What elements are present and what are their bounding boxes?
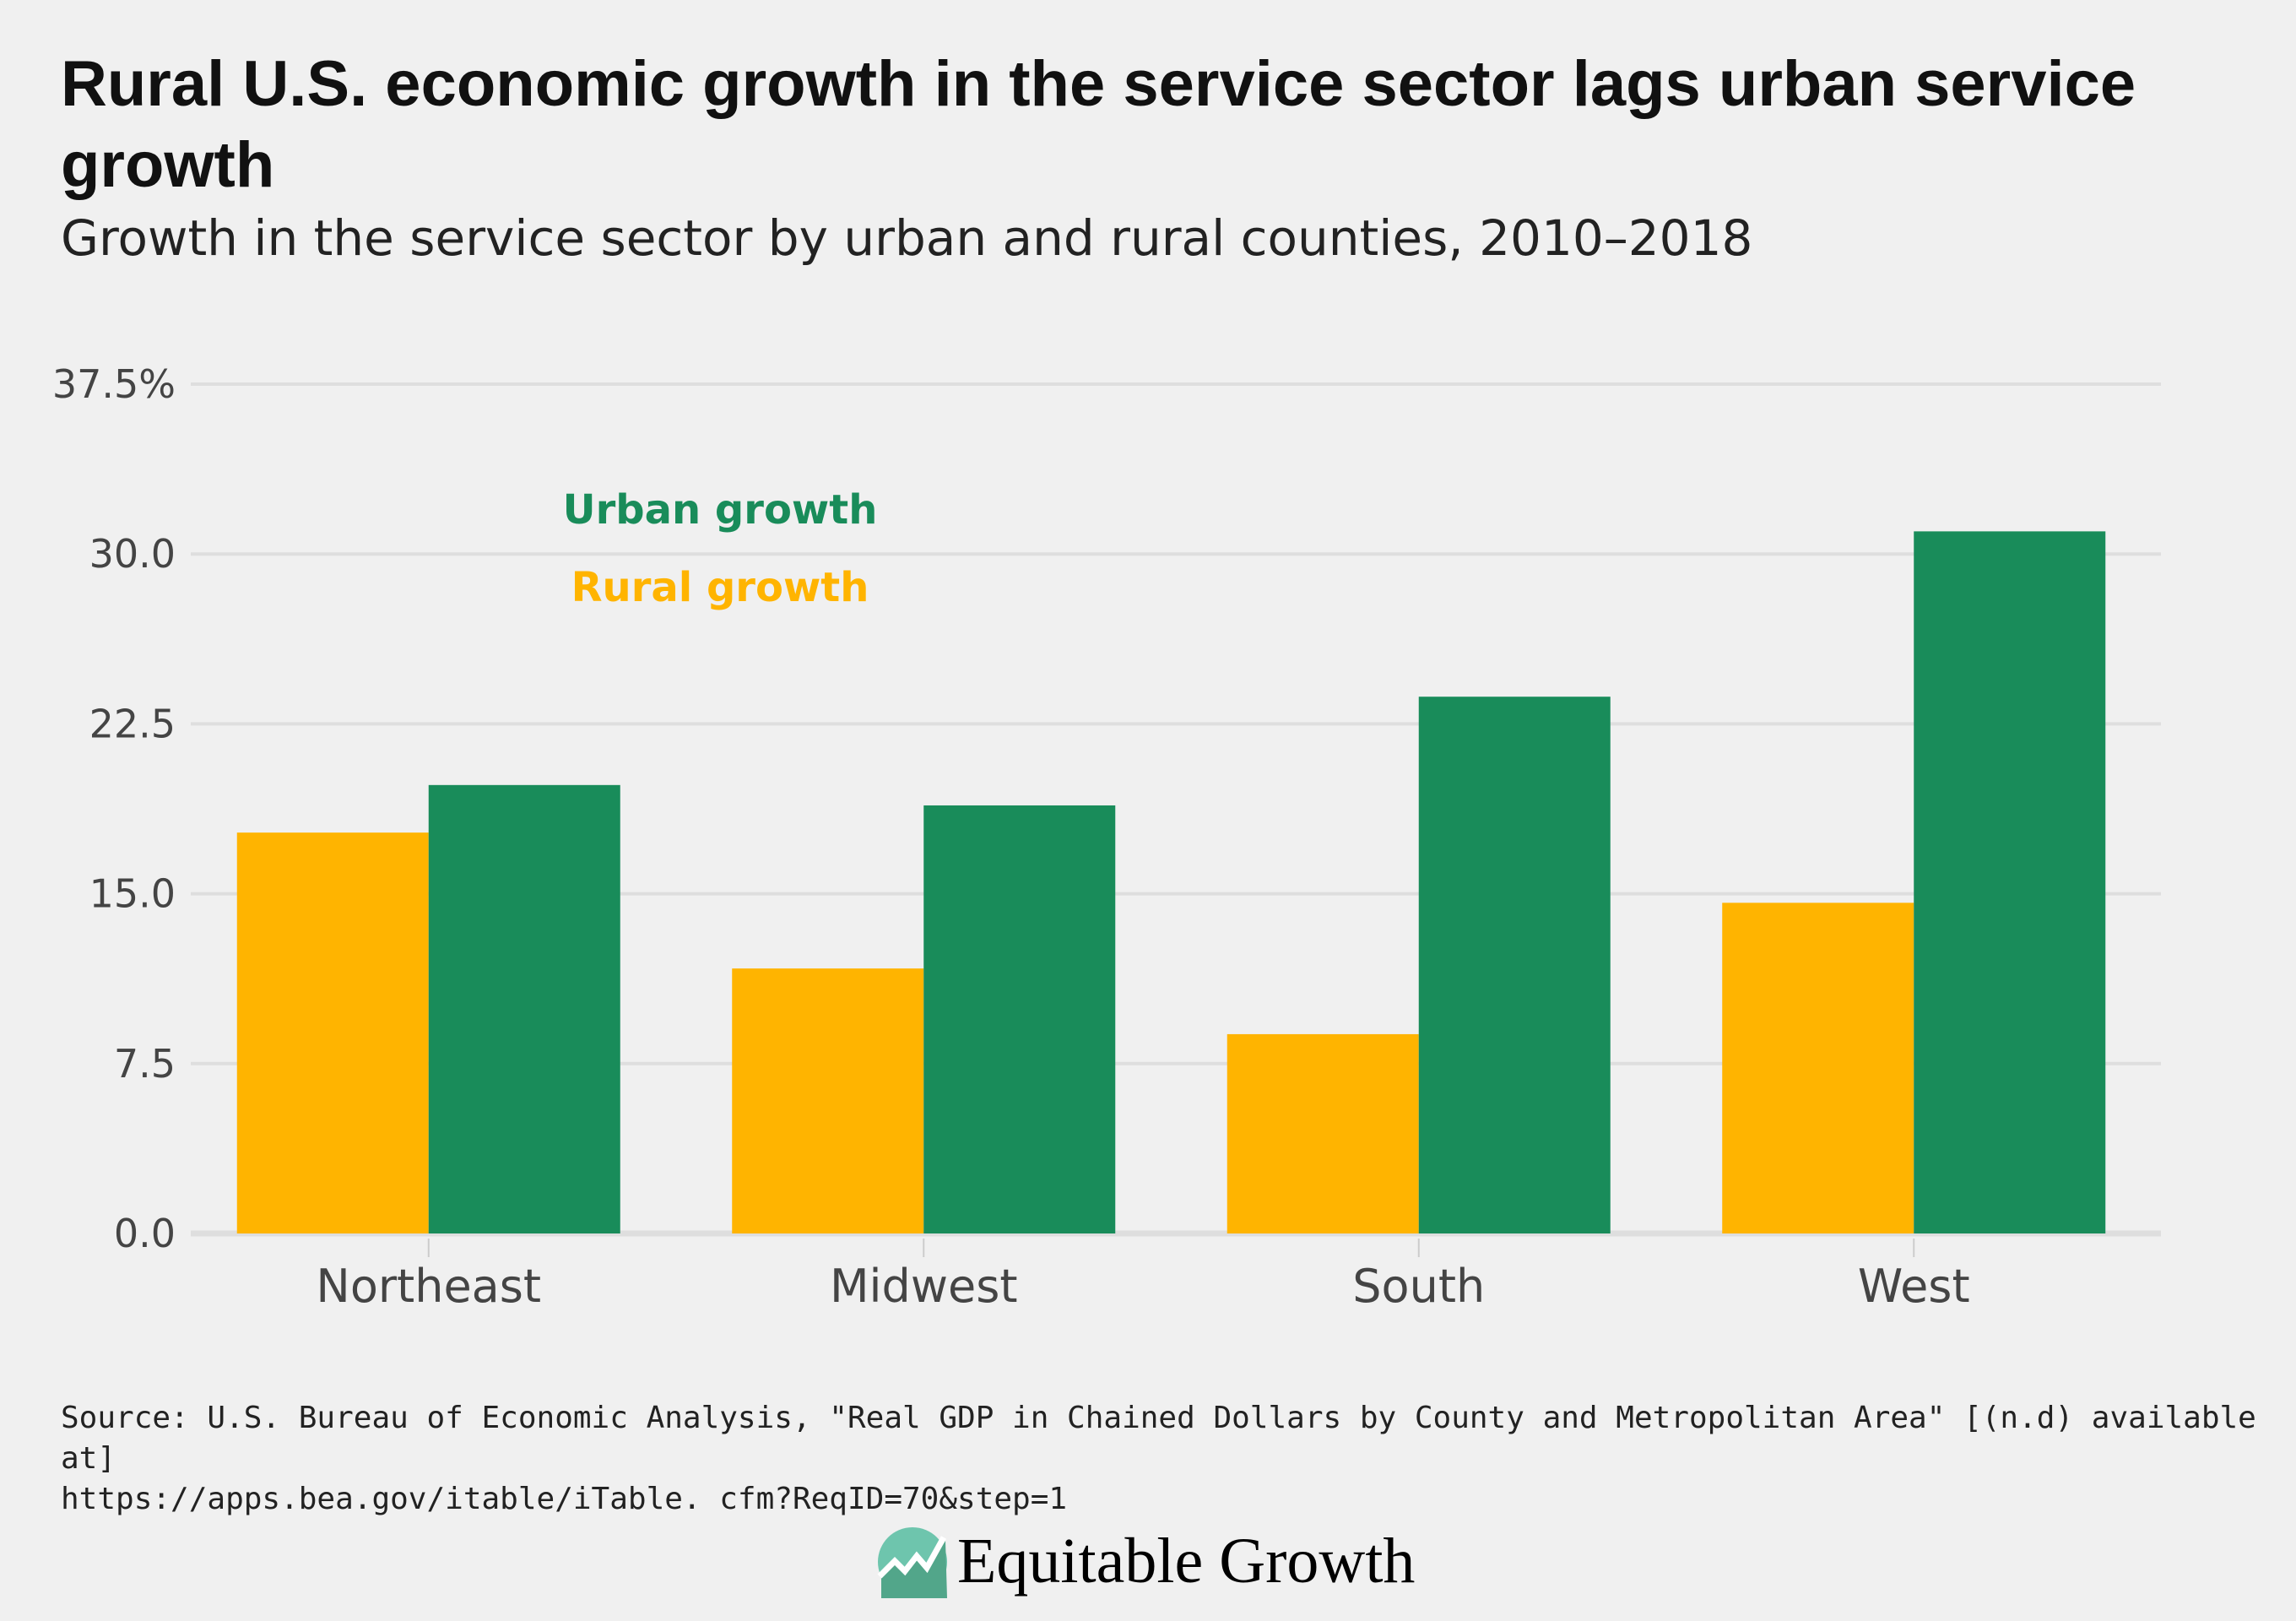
bar-urban-growth-midwest: [923, 805, 1116, 1233]
bar-rural-growth-south: [1227, 1033, 1419, 1233]
logo: Equitable Growth: [876, 1525, 1415, 1598]
growth-chart-icon: [877, 1526, 947, 1598]
y-tick-label: 37.5%: [52, 361, 176, 407]
bar-urban-growth-west: [1914, 531, 2106, 1233]
legend-rural: Rural growth: [571, 564, 869, 611]
y-tick-labels: 0.0 7.5 15.0 22.5 30.0 37.5%: [52, 361, 176, 1256]
x-tick-label: Midwest: [830, 1260, 1018, 1313]
y-tick-label: 15.0: [89, 871, 176, 917]
source-line: https://apps.bea.gov/itable/iTable. cfm?…: [61, 1482, 1068, 1516]
x-tick-label: South: [1352, 1260, 1485, 1313]
chart-title: Rural U.S. economic growth in the servic…: [61, 48, 2136, 201]
bars: [236, 531, 2106, 1233]
y-tick-label: 30.0: [89, 531, 176, 577]
legend-urban: Urban growth: [563, 486, 878, 534]
bar-rural-growth-west: [1722, 903, 1914, 1233]
bar-urban-growth-northeast: [428, 784, 620, 1233]
source-line: Source: U.S. Bureau of Economic Analysis…: [61, 1401, 2256, 1476]
bar-urban-growth-south: [1418, 697, 1611, 1233]
x-tick-label: West: [1858, 1260, 1970, 1313]
y-tick-label: 0.0: [114, 1211, 176, 1256]
x-tick-labels: Northeast Midwest South West: [316, 1239, 1970, 1313]
bar-rural-growth-midwest: [732, 968, 924, 1233]
source-note: Source: U.S. Bureau of Economic Analysis…: [61, 1398, 2296, 1520]
bar-rural-growth-northeast: [236, 832, 429, 1233]
y-tick-label: 7.5: [114, 1041, 176, 1087]
y-tick-label: 22.5: [89, 701, 176, 746]
x-tick-label: Northeast: [316, 1260, 541, 1313]
logo-text: Equitable Growth: [957, 1526, 1416, 1597]
chart-subtitle: Growth in the service sector by urban an…: [61, 209, 1753, 267]
